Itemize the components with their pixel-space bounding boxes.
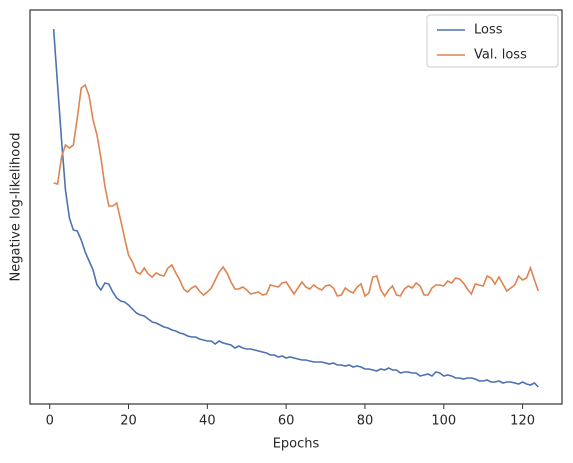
- x-tick-label: 120: [510, 414, 535, 429]
- x-tick-label: 20: [120, 414, 137, 429]
- x-tick-label: 100: [431, 414, 456, 429]
- x-tick-label: 40: [199, 414, 216, 429]
- x-tick-label: 0: [46, 414, 54, 429]
- x-tick-label: 80: [357, 414, 374, 429]
- line-series: [52, 28, 539, 388]
- x-axis-label: Epochs: [273, 437, 320, 452]
- x-tick-label: 60: [278, 414, 295, 429]
- line-series: [53, 83, 540, 298]
- legend-box: [426, 14, 559, 68]
- legend-label: Val. loss: [474, 48, 527, 63]
- legend-label: Loss: [474, 23, 503, 38]
- y-axis-label: Negative log-likelihood: [9, 133, 24, 282]
- plot-frame: [29, 9, 563, 405]
